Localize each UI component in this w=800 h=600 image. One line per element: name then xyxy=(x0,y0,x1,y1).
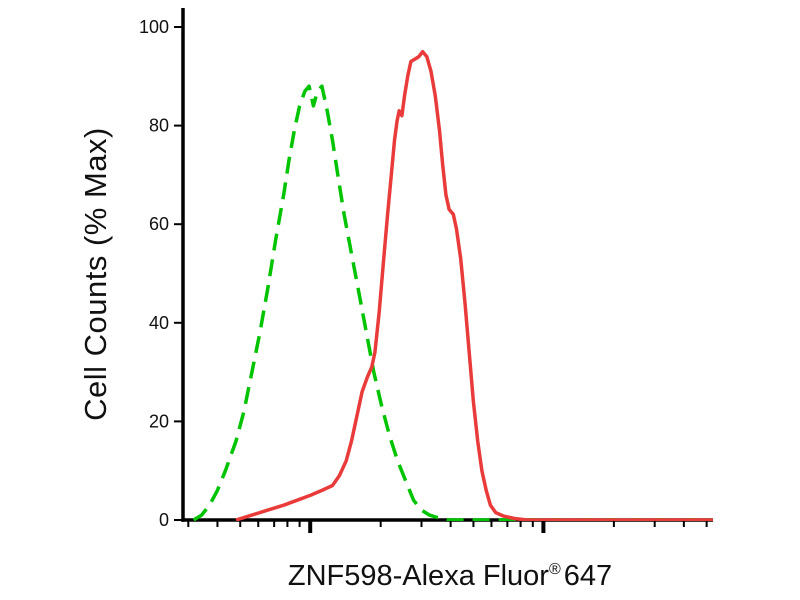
x-axis-label-main: ZNF598-Alexa Fluor xyxy=(287,560,549,592)
axes xyxy=(181,8,713,522)
y-tick-label: 20 xyxy=(149,411,169,431)
registered-trademark-symbol: ® xyxy=(548,561,561,578)
y-tick-label: 40 xyxy=(149,313,169,333)
curves xyxy=(192,49,713,521)
y-tick-labels: 0 20 40 60 80 100 xyxy=(139,17,169,530)
x-axis-label: ZNF598-Alexa Fluor® 647 xyxy=(160,560,740,593)
x-axis-label-suffix: 647 xyxy=(563,560,613,592)
y-tick-label: 80 xyxy=(149,116,169,136)
y-axis-label: Cell Counts (% Max) xyxy=(78,127,113,421)
y-tick-label: 60 xyxy=(149,214,169,234)
axis-ticks xyxy=(174,26,708,533)
y-tick-label: 0 xyxy=(159,510,169,530)
y-tick-label: 100 xyxy=(139,17,169,37)
green-dashed-curve xyxy=(192,84,713,521)
red-solid-curve xyxy=(235,49,713,521)
